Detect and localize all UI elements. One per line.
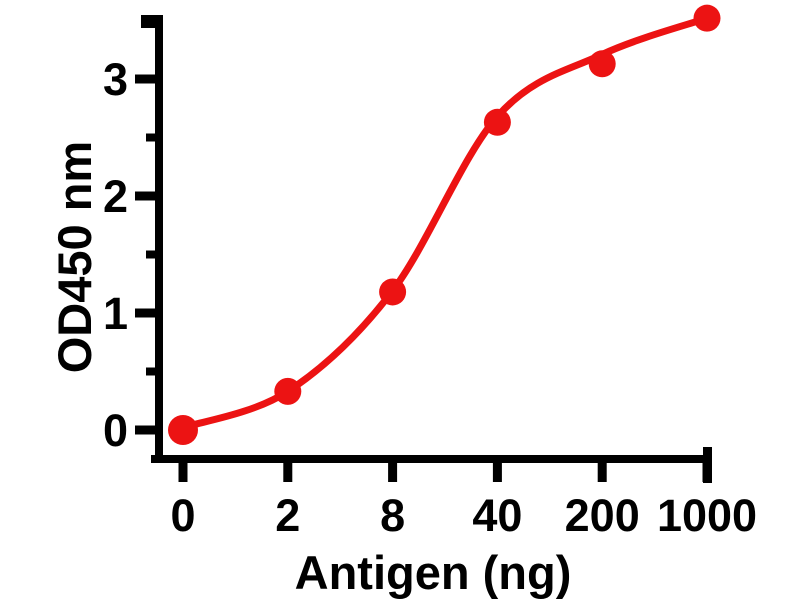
x-tick: [388, 463, 398, 482]
x-tick-label: 8: [380, 490, 405, 541]
x-axis-line: [151, 455, 712, 463]
x-tick-label: 1000: [657, 490, 757, 541]
x-tick-label: 2: [275, 490, 300, 541]
x-tick: [283, 463, 293, 482]
x-axis-title: Antigen (ng): [294, 546, 572, 599]
y-tick-label: 1: [103, 288, 128, 339]
x-tick: [597, 463, 607, 482]
data-point-marker: [379, 278, 407, 306]
y-major-tick: [135, 308, 155, 318]
x-tick-label: 40: [472, 490, 522, 541]
y-minor-tick: [146, 250, 155, 259]
data-point-marker: [483, 108, 511, 136]
y-tick-label: 2: [103, 171, 128, 222]
x-tick-label: 200: [565, 490, 640, 541]
data-point-marker: [588, 50, 616, 78]
y-major-tick: [135, 74, 155, 84]
y-minor-tick: [146, 367, 155, 376]
x-tick: [702, 463, 712, 482]
x-tick-label: 0: [170, 490, 195, 541]
y-major-tick: [135, 425, 155, 435]
y-axis-end-cap: [141, 15, 163, 28]
y-tick-label: 3: [103, 54, 128, 105]
y-axis-title: OD450 nm: [48, 140, 101, 374]
x-tick: [492, 463, 502, 482]
data-point-marker: [274, 377, 302, 405]
dose-response-curve: [179, 14, 711, 432]
y-minor-tick: [146, 133, 155, 142]
data-point-marker: [168, 415, 198, 445]
y-tick-label: 0: [103, 405, 128, 456]
x-tick: [178, 463, 188, 482]
data-point-marker: [693, 4, 721, 32]
y-axis-line: [155, 15, 163, 463]
y-major-tick: [135, 191, 155, 201]
